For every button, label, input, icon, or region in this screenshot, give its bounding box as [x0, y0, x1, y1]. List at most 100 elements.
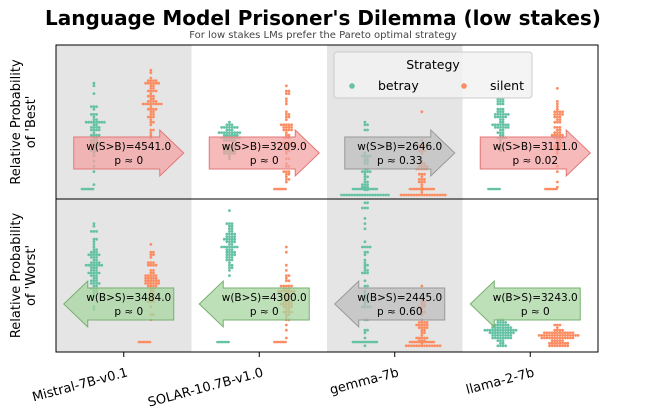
point-silent — [149, 113, 153, 116]
point-betray — [493, 123, 497, 127]
point-betray — [501, 331, 505, 335]
point-betray — [87, 253, 91, 257]
point-betray — [363, 206, 367, 210]
point-silent — [561, 328, 564, 332]
point-silent — [561, 113, 564, 116]
point-betray — [95, 237, 98, 241]
point-silent — [154, 282, 158, 285]
point-betray — [225, 131, 229, 135]
point-silent — [284, 245, 288, 249]
point-silent — [149, 102, 153, 106]
point-betray — [496, 131, 500, 135]
point-betray — [92, 222, 96, 226]
point-betray — [366, 123, 369, 127]
annotation-arrow — [198, 279, 310, 329]
point-silent — [284, 274, 288, 277]
point-betray — [366, 206, 369, 210]
annotation-arrow — [344, 128, 456, 178]
point-silent — [558, 128, 562, 132]
point-silent — [284, 126, 288, 129]
point-silent — [149, 120, 153, 124]
point-silent — [555, 102, 559, 106]
point-silent — [561, 336, 564, 340]
point-betray — [509, 328, 513, 332]
point-betray — [496, 334, 500, 337]
point-silent — [407, 193, 411, 197]
point-silent — [555, 339, 559, 342]
point-betray — [493, 328, 497, 332]
point-betray — [501, 131, 505, 135]
point-betray — [92, 128, 96, 132]
point-betray — [220, 131, 224, 135]
point-betray — [89, 120, 93, 124]
point-silent — [423, 172, 426, 176]
point-silent — [555, 334, 559, 337]
annotation-arrow — [469, 279, 581, 329]
point-betray — [360, 193, 364, 197]
point-betray — [95, 276, 98, 280]
point-silent — [423, 323, 426, 327]
point-betray — [233, 240, 237, 244]
annotation-stat: w(B>S)=4300.0 — [222, 292, 307, 304]
point-silent — [284, 118, 288, 121]
point-betray — [95, 274, 98, 277]
point-betray — [363, 261, 367, 264]
point-silent — [553, 110, 557, 114]
point-betray — [504, 113, 508, 116]
point-betray — [89, 274, 93, 277]
point-betray — [373, 193, 377, 197]
point-betray — [95, 269, 98, 272]
point-betray — [100, 120, 104, 124]
point-silent — [149, 71, 153, 75]
point-betray — [499, 131, 502, 135]
point-silent — [404, 344, 408, 348]
point-silent — [550, 339, 554, 342]
point-silent — [425, 326, 429, 329]
point-silent — [284, 170, 288, 174]
point-betray — [501, 334, 505, 337]
point-betray — [89, 133, 93, 137]
annotation-p: p ≈ 0 — [250, 306, 279, 318]
point-betray — [353, 193, 356, 197]
point-betray — [366, 193, 369, 197]
point-betray — [496, 123, 500, 127]
point-silent — [407, 344, 411, 348]
point-silent — [555, 107, 559, 111]
point-betray — [225, 126, 229, 129]
point-betray — [222, 126, 226, 129]
annotation-stat: w(S>B)=4541.0 — [86, 141, 171, 153]
point-silent — [279, 284, 283, 288]
point-betray — [496, 113, 500, 116]
point-silent — [290, 128, 293, 132]
point-betray — [363, 193, 367, 197]
point-betray — [233, 131, 237, 135]
point-betray — [92, 243, 96, 246]
point-silent — [555, 105, 559, 108]
point-betray — [95, 266, 98, 270]
point-betray — [228, 131, 231, 135]
point-silent — [284, 92, 288, 95]
point-silent — [420, 328, 424, 332]
x-tick-label: SOLAR-10.7B-v1.0 — [146, 365, 265, 410]
point-betray — [230, 253, 234, 257]
point-betray — [230, 224, 234, 228]
point-silent — [555, 180, 559, 184]
point-silent — [152, 274, 155, 277]
point-betray — [363, 222, 367, 226]
point-betray — [95, 128, 98, 132]
point-betray — [87, 263, 91, 267]
point-betray — [230, 230, 234, 233]
point-silent — [558, 110, 562, 114]
point-silent — [550, 331, 554, 335]
point-betray — [230, 235, 234, 239]
annotation-arrow — [73, 128, 185, 178]
point-silent — [146, 79, 150, 82]
point-silent — [553, 336, 557, 340]
point-silent — [555, 326, 559, 329]
point-betray — [501, 344, 505, 348]
point-silent — [284, 250, 288, 254]
point-betray — [228, 224, 231, 228]
point-betray — [386, 193, 390, 197]
point-silent — [542, 331, 546, 335]
legend-marker-betray — [349, 83, 355, 89]
